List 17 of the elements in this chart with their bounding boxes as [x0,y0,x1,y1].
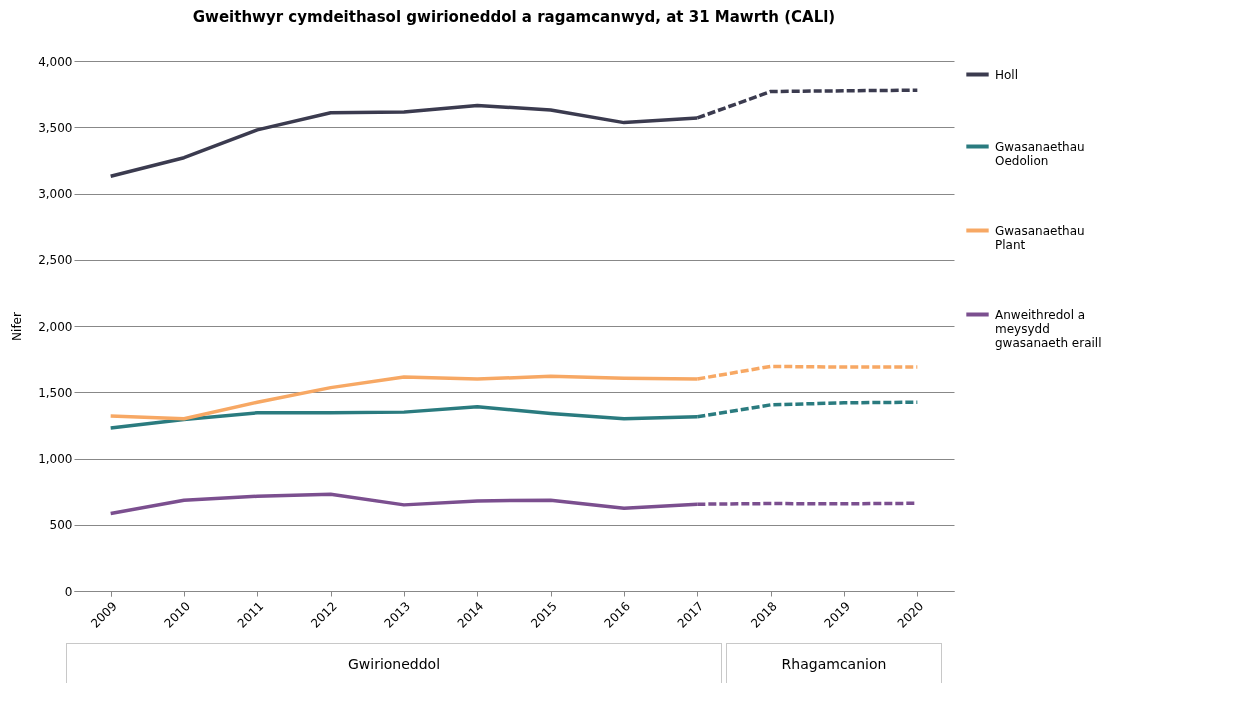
y-tick-label: 0 [64,584,73,599]
legend-label: Anweithredol a meysydd gwasanaeth eraill [995,307,1102,350]
y-tick-label: 3,500 [38,120,73,135]
y-tick-label: 4,000 [38,54,73,69]
y-tick-label: 1,000 [38,452,73,466]
chart-title: Gweithwyr cymdeithasol gwirioneddol a ragamcanwyd, at 31 Mawrth (CALl) [192,8,836,26]
legend-label: Holl [995,67,1019,82]
y-tick-label: 1,500 [38,385,73,400]
y-tick-label: 2,000 [38,319,73,334]
y-tick-label: 2,500 [38,253,73,268]
legend-label: Gwasanaethau Plant [995,223,1085,252]
y-tick-label: 3,000 [38,187,73,201]
text: Rhagamcanion [726,643,942,683]
y-axis-title: Nifer [10,312,25,341]
text: Gwirioneddol [66,643,722,683]
y-tick-label: 500 [49,518,73,533]
legend-label: Gwasanaethau Oedolion [995,139,1085,168]
